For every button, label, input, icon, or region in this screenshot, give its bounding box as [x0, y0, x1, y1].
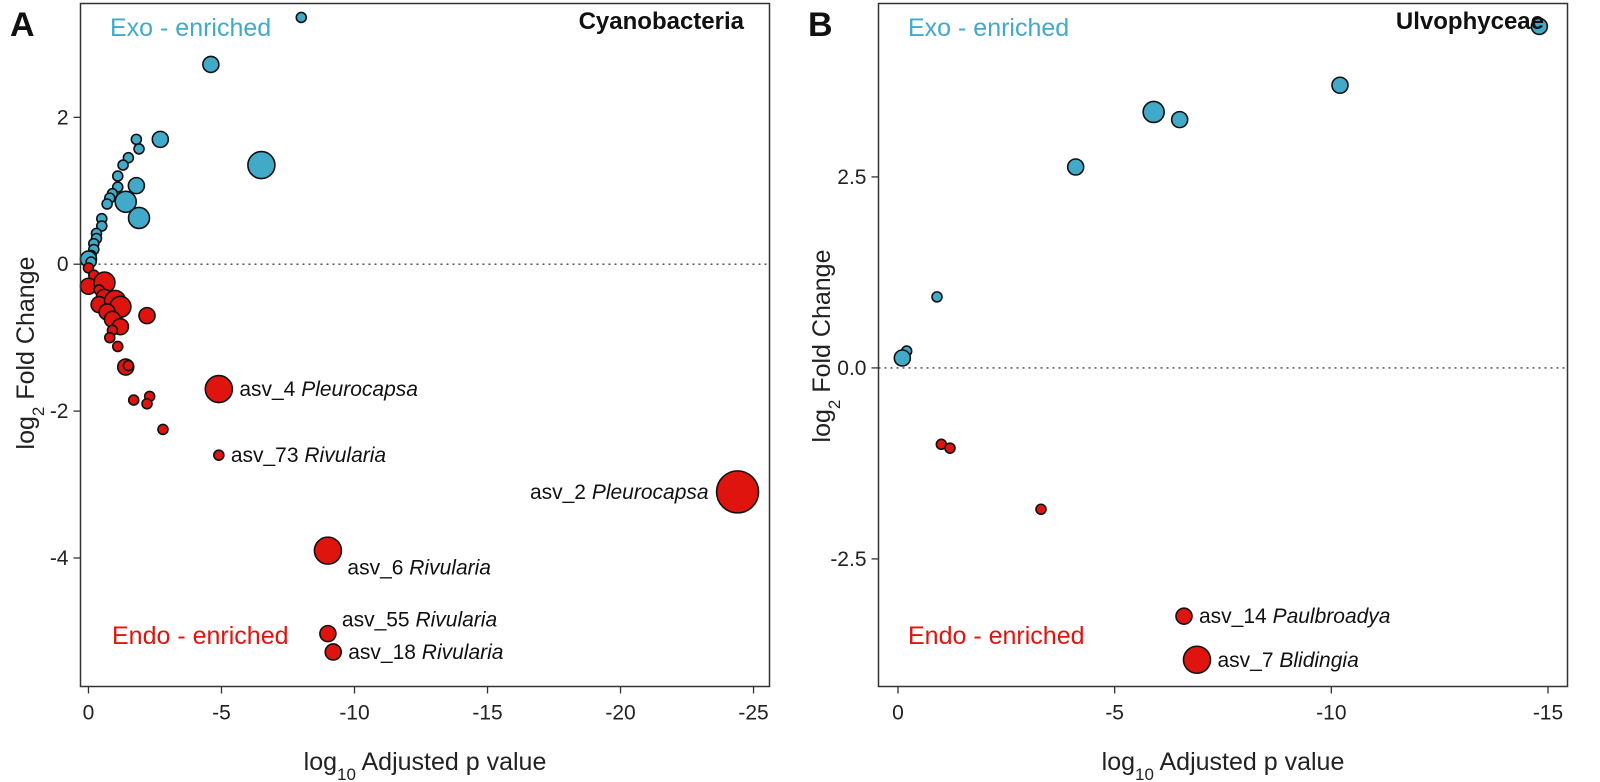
point-label-asv-73: asv_73 Rivularia	[231, 444, 386, 467]
exo-point-a	[111, 170, 124, 182]
y-axis-title-a: log2 Fold Change	[12, 257, 48, 450]
exo-point-b	[1530, 17, 1549, 36]
exo-point-a	[117, 159, 129, 171]
x-tick-label-a: 0	[83, 702, 95, 725]
y-tick-label-a: 0	[57, 253, 69, 276]
exo-point-a	[130, 133, 143, 146]
endo-point-b	[1175, 607, 1193, 626]
svg-text:log2 Fold Change: log2 Fold Change	[12, 257, 48, 450]
endo-point-a	[319, 624, 337, 643]
endo-point-a	[313, 536, 343, 565]
x-axis-title-b: log10 Adjusted p value	[1102, 748, 1345, 782]
point-label-asv-55: asv_55 Rivularia	[342, 609, 497, 632]
endo-point-a	[122, 359, 135, 372]
exo-label-b: Exo - enriched	[908, 14, 1069, 42]
x-tick-label-b: -5	[1105, 702, 1124, 725]
exo-point-a	[151, 130, 170, 149]
x-tick-label-a: -10	[339, 702, 369, 725]
point-label-asv-7: asv_7 Blidingia	[1218, 649, 1359, 672]
endo-point-a	[213, 449, 225, 461]
point-label-asv-6: asv_6 Rivularia	[347, 557, 491, 580]
y-tick-label-a: -4	[50, 547, 69, 570]
exo-point-b	[931, 291, 943, 303]
exo-point-a	[101, 198, 113, 210]
y-tick-label-b: -2.5	[830, 548, 866, 571]
endo-point-a	[157, 423, 169, 436]
endo-point-a	[103, 331, 116, 344]
endo-point-a	[127, 394, 140, 406]
y-axis-title-b: log2 Fold Change	[808, 250, 844, 443]
endo-point-a	[141, 397, 153, 410]
exo-point-a	[295, 11, 308, 24]
plot-frame-a	[79, 2, 771, 688]
x-tick-label-b: -10	[1316, 702, 1346, 725]
point-label-asv-2: asv_2 Pleurocapsa	[530, 481, 709, 504]
y-tick-label-a: -2	[50, 400, 69, 423]
exo-point-b	[893, 349, 912, 367]
x-axis-title-a: log10 Adjusted p value	[304, 748, 547, 782]
exo-point-b	[1170, 110, 1189, 129]
endo-point-a	[111, 340, 124, 353]
x-tick-label-a: -20	[605, 702, 635, 725]
svg-text:log2 Fold Change: log2 Fold Change	[808, 250, 844, 443]
taxon-title-a: Cyanobacteria	[579, 8, 745, 35]
panel-b: B log2 Fold Change log10 Adjusted p valu…	[808, 2, 1569, 782]
endo-point-b	[1035, 503, 1047, 516]
endo-point-b	[1182, 645, 1212, 675]
endo-label-a: Endo - enriched	[112, 622, 289, 650]
panel-letter-b: B	[808, 6, 833, 44]
exo-point-a	[114, 190, 138, 214]
plot-frame-b	[877, 2, 1569, 688]
exo-point-a	[202, 55, 220, 74]
panel-letter-a: A	[10, 6, 35, 44]
x-tick-label-b: -15	[1533, 702, 1563, 725]
y-tick-label-b: 2.5	[837, 166, 866, 189]
exo-point-a	[127, 176, 146, 195]
point-label-asv-14: asv_14 Paulbroadya	[1199, 605, 1390, 628]
point-label-asv-18: asv_18 Rivularia	[348, 641, 503, 664]
exo-label-a: Exo - enriched	[110, 14, 271, 42]
x-tick-label-a: -25	[738, 702, 768, 725]
y-tick-label-b: 0.0	[837, 357, 866, 380]
endo-point-a	[715, 470, 760, 514]
exo-point-b	[1066, 158, 1085, 176]
exo-point-b	[1331, 76, 1349, 95]
x-tick-label-a: -15	[472, 702, 502, 725]
exo-point-a	[127, 206, 151, 230]
point-label-asv-4: asv_4 Pleurocapsa	[239, 378, 418, 401]
endo-point-a	[204, 374, 234, 404]
taxon-title-b: Ulvophyceae	[1396, 8, 1544, 35]
panel-a: A log2 Fold Change log10 Adjusted p valu…	[10, 2, 771, 782]
endo-point-b	[944, 442, 956, 454]
endo-label-b: Endo - enriched	[908, 622, 1085, 650]
endo-point-a	[324, 643, 343, 661]
x-tick-label-a: -5	[212, 702, 231, 725]
y-tick-label-a: 2	[57, 106, 69, 129]
exo-point-a	[133, 143, 145, 155]
x-tick-label-b: 0	[892, 702, 904, 725]
exo-point-b	[1142, 100, 1165, 124]
endo-point-a	[138, 306, 156, 325]
exo-point-a	[247, 150, 276, 180]
